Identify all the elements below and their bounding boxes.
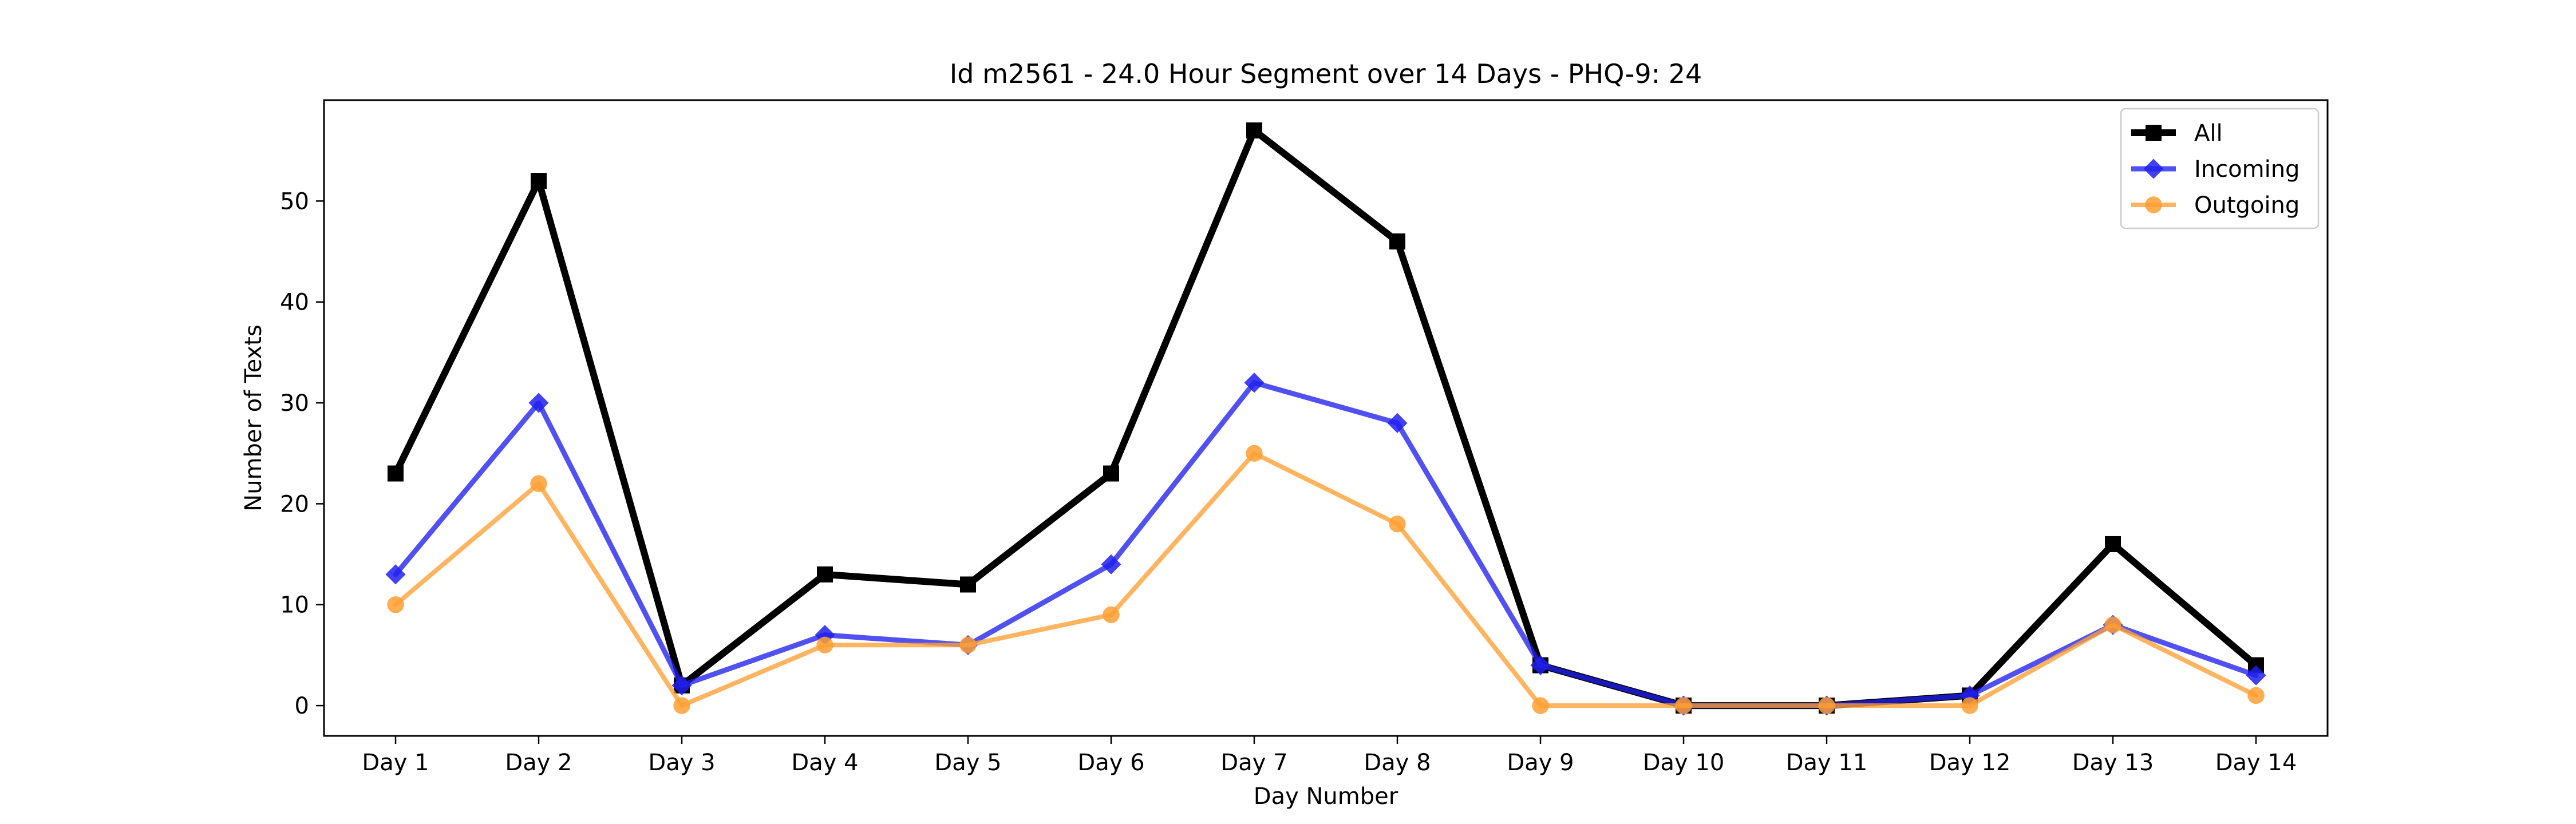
data-point-incoming (1101, 554, 1121, 575)
data-point-outgoing (1818, 697, 1835, 714)
x-tick-label: Day 10 (1643, 750, 1725, 776)
chart-marks (385, 122, 2266, 716)
data-point-incoming (1530, 655, 1551, 676)
data-point-outgoing (530, 475, 547, 492)
x-tick-label: Day 9 (1507, 750, 1574, 776)
data-point-outgoing (1675, 697, 1692, 714)
x-tick-label: Day 11 (1786, 750, 1868, 776)
data-point-incoming (528, 393, 549, 413)
legend-label: All (2194, 120, 2223, 146)
y-tick-label: 40 (280, 290, 309, 316)
x-tick-label: Day 13 (2072, 750, 2154, 776)
data-point-incoming (385, 564, 406, 585)
chart-title: Id m2561 - 24.0 Hour Segment over 14 Day… (950, 58, 1702, 89)
series-outgoing (387, 445, 2265, 714)
legend-box (2120, 108, 2320, 229)
data-point-all (817, 566, 833, 583)
x-axis-label: Day Number (1254, 783, 1398, 810)
data-point-outgoing (959, 636, 977, 653)
data-point-all (1246, 122, 1262, 138)
series-incoming (385, 373, 2266, 716)
x-tick-label: Day 5 (934, 750, 1001, 776)
y-tick-label: 50 (280, 188, 309, 215)
data-point-outgoing (1103, 606, 1120, 624)
data-point-all (531, 173, 547, 189)
y-tick-label: 30 (280, 390, 309, 417)
data-point-outgoing (1532, 697, 1549, 714)
data-point-outgoing (1961, 697, 1978, 714)
x-tick-label: Day 4 (791, 750, 858, 776)
y-tick-label: 0 (295, 693, 309, 719)
series-line-all (392, 126, 2259, 710)
data-point-incoming (1244, 373, 1265, 393)
legend-label: Incoming (2194, 156, 2300, 183)
data-point-all (1389, 233, 1405, 249)
chart-legend: All Incoming Outgoing (2120, 108, 2320, 229)
legend-swatch-marker (2145, 196, 2162, 213)
series-line-incoming (393, 380, 2259, 708)
data-point-incoming (671, 675, 692, 696)
data-point-all (2105, 536, 2121, 552)
series-line-outgoing (393, 451, 2258, 708)
data-point-incoming (2246, 665, 2266, 686)
data-point-all (1103, 465, 1119, 482)
x-tick-label: Day 14 (2215, 750, 2297, 776)
series-all (388, 122, 2264, 714)
y-axis-label: Number of Texts (240, 324, 267, 511)
data-point-outgoing (816, 636, 833, 653)
legend-item-incoming: Incoming (2131, 156, 2300, 183)
data-point-outgoing (387, 596, 404, 613)
plot-area-frame (323, 99, 2329, 737)
data-point-outgoing (2247, 687, 2265, 704)
legend-item-all: All (2131, 120, 2223, 146)
x-tick-label: Day 2 (505, 750, 572, 776)
legend-label: Outgoing (2194, 192, 2300, 219)
legend-swatch-marker (2146, 125, 2162, 141)
x-tick-label: Day 7 (1220, 750, 1287, 776)
data-point-all (960, 576, 976, 593)
legend-swatch-marker (2143, 159, 2164, 179)
data-point-outgoing (1246, 445, 1263, 462)
legend-item-outgoing: Outgoing (2131, 192, 2300, 219)
data-point-outgoing (673, 697, 690, 714)
x-tick-label: Day 6 (1077, 750, 1144, 776)
y-tick-label: 20 (280, 491, 309, 517)
data-point-outgoing (2104, 616, 2121, 633)
data-point-incoming (1387, 413, 1408, 433)
x-tick-label: Day 12 (1929, 750, 2011, 776)
x-tick-label: Day 1 (362, 750, 429, 776)
axis-ticks: Day 1 Day 2 Day 3 Day 4 Day 5 Day 6 Day 7 Day 8… (280, 188, 2297, 776)
x-tick-label: Day 8 (1364, 750, 1431, 776)
data-point-all (388, 465, 404, 482)
data-point-outgoing (1389, 515, 1406, 533)
x-tick-label: Day 3 (648, 750, 715, 776)
y-tick-label: 10 (280, 592, 309, 619)
